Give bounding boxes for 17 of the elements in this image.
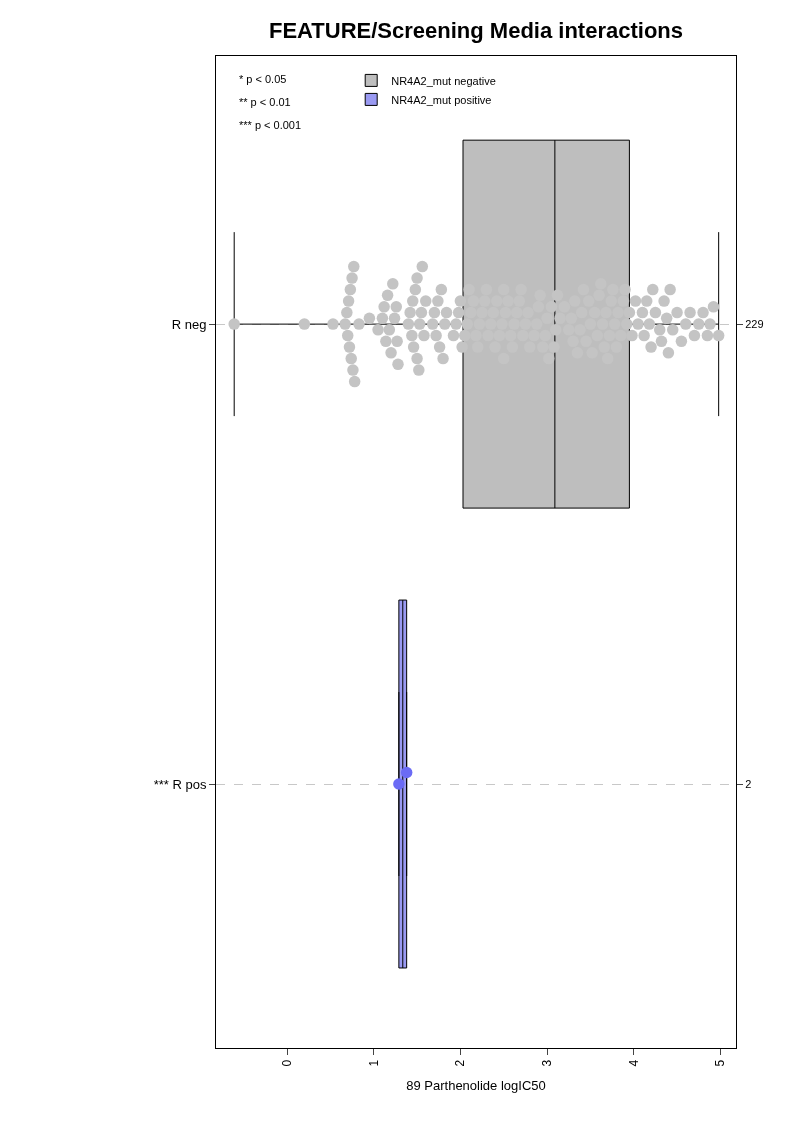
annotation: ** p < 0.01 <box>239 96 291 108</box>
chart-title: FEATURE/Screening Media interactions <box>268 17 684 43</box>
annotation: * p < 0.05 <box>239 73 287 85</box>
x-tick-label: 4 <box>626 1059 641 1067</box>
x-axis-title: 89 Parthenolide logIC50 <box>406 1078 546 1094</box>
y-tick-label: R neg <box>171 316 207 332</box>
x-tick-label: 0 <box>279 1059 294 1067</box>
annotation: *** p < 0.001 <box>239 119 302 131</box>
legend-label: NR4A2_mut negative <box>391 74 496 87</box>
x-tick-label: 2 <box>453 1059 468 1067</box>
y2-tick-label: 2 <box>745 777 752 790</box>
x-tick-label: 1 <box>366 1059 381 1067</box>
legend-label: NR4A2_mut positive <box>391 93 492 106</box>
x-tick-label: 3 <box>539 1059 554 1067</box>
y-tick-label: *** R pos <box>153 776 207 792</box>
y2-tick-label: 229 <box>745 317 764 330</box>
x-tick-label: 5 <box>713 1059 728 1067</box>
